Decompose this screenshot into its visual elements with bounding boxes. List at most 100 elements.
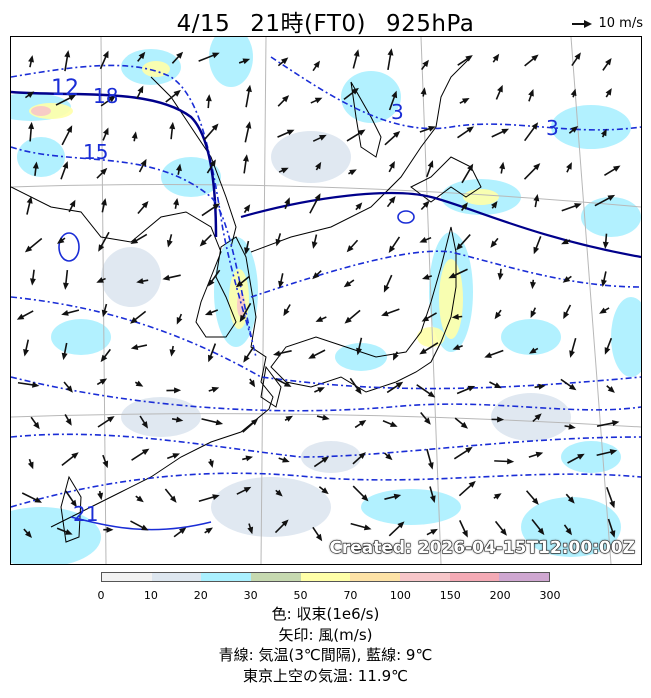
wind-arrow: [524, 122, 539, 142]
wind-arrow: [64, 50, 71, 72]
wind-arrow: [275, 378, 292, 387]
contour-label-15: 15: [83, 140, 108, 164]
wind-arrow: [102, 127, 109, 141]
wind-arrow: [136, 278, 149, 284]
wind-arrow: [560, 378, 577, 391]
wind-arrow: [499, 161, 506, 174]
wind-arrow: [456, 234, 471, 251]
wind-arrow: [63, 381, 73, 393]
contour-label-group: 12 18 15 3 3 21: [51, 76, 559, 526]
wind-arrow: [277, 129, 295, 138]
wind-arrow: [420, 411, 431, 425]
legend-tokyo-temp: 東京上空の気温: 11.9℃: [242, 666, 409, 685]
wind-arrow: [278, 456, 290, 463]
wind-arrow: [176, 163, 182, 175]
wind-arrow: [494, 309, 502, 320]
wind-arrow: [275, 233, 282, 247]
wind-arrow: [27, 458, 34, 470]
convergence-patch: [11, 507, 101, 564]
wind-arrow: [96, 167, 108, 179]
wind-arrow: [596, 449, 618, 457]
colorbar-segment: [102, 573, 152, 581]
colorbar-tick-label: 0: [97, 589, 105, 602]
legend-wind: 矢印: 風(m/s): [278, 625, 373, 644]
wind-arrow: [23, 528, 32, 538]
wind-arrow: [130, 310, 147, 324]
isotherm-line: [11, 376, 641, 412]
wind-arrow: [419, 126, 436, 133]
wind-arrow: [61, 309, 80, 316]
contour-label-3b: 3: [546, 116, 559, 140]
wind-arrow: [96, 378, 108, 386]
wind-arrow: [420, 59, 429, 71]
wind-arrow: [56, 527, 73, 535]
convergence-patch: [551, 105, 631, 149]
wind-arrow: [388, 90, 398, 111]
wind-arrow: [138, 158, 147, 173]
wind-arrow: [388, 161, 395, 173]
wind-arrow: [242, 154, 249, 174]
colorbar-ticks: 0 10 20 30 50 70 100 150 200 300: [97, 589, 561, 603]
isotherm-line: [11, 90, 218, 238]
title-date: 4/15: [176, 11, 231, 37]
convergence-patch: [491, 393, 571, 441]
wind-arrow: [28, 121, 35, 142]
wind-arrow: [494, 520, 507, 536]
wind-arrow: [61, 452, 79, 467]
wind-arrow: [599, 307, 610, 314]
wind-arrow: [315, 316, 327, 322]
wind-arrow: [388, 521, 405, 537]
wind-arrow: [530, 307, 537, 318]
wind-arrow: [459, 98, 470, 104]
wind-arrow: [420, 87, 427, 97]
wind-arrow: [529, 347, 539, 354]
colorbar-segment: [350, 573, 401, 581]
isotherm-line: [11, 64, 252, 338]
wind-arrow: [343, 279, 355, 288]
wind-arrow: [563, 524, 572, 536]
wind-arrow: [344, 309, 361, 324]
wind-arrow: [457, 126, 474, 139]
wind-arrow: [176, 313, 183, 325]
wind-arrow: [419, 342, 439, 355]
wind-arrow: [204, 309, 219, 316]
wind-arrow: [61, 342, 68, 361]
wind-arrow: [205, 94, 212, 109]
wind-arrow: [606, 385, 615, 393]
weather-map: 12 18 15 3 3 21 Created: 2026-04-15T12:0…: [10, 36, 642, 565]
wind-arrow: [243, 204, 251, 214]
wind-arrow: [60, 161, 69, 180]
wind-arrow: [382, 419, 398, 427]
wind-arrow: [166, 387, 182, 394]
colorbar-tick-label: 100: [389, 589, 411, 602]
wind-arrow: [206, 159, 216, 174]
wind-arrow: [454, 417, 468, 429]
wind-arrow: [165, 89, 181, 103]
isotherm-line: [250, 250, 641, 298]
wind-arrow: [532, 413, 542, 423]
convergence-patch: [17, 137, 65, 177]
wind-arrow: [236, 486, 252, 495]
convergence-patch: [142, 61, 170, 77]
wind-arrow: [384, 131, 401, 146]
wind-arrow: [422, 274, 433, 280]
wind-arrow: [426, 528, 438, 536]
wind-arrow: [312, 526, 323, 542]
convergence-patch: [335, 343, 387, 371]
wind-arrow: [278, 273, 284, 289]
wind-arrow: [349, 377, 362, 395]
colorbar-segment: [300, 573, 351, 581]
title-time: 21時(FT0): [250, 11, 366, 37]
wind-arrow: [524, 54, 539, 67]
convergence-patch: [361, 489, 461, 525]
wind-arrow: [352, 452, 366, 465]
wind-arrow: [283, 304, 291, 317]
wind-arrow: [495, 84, 503, 100]
wind-arrow: [135, 495, 144, 503]
wind-arrow: [426, 448, 434, 470]
wind-arrow: [352, 485, 369, 502]
wind-arrow: [248, 378, 256, 388]
wind-arrow: [383, 274, 393, 293]
wind-arrow: [247, 523, 254, 535]
wind-arrow: [348, 169, 357, 176]
